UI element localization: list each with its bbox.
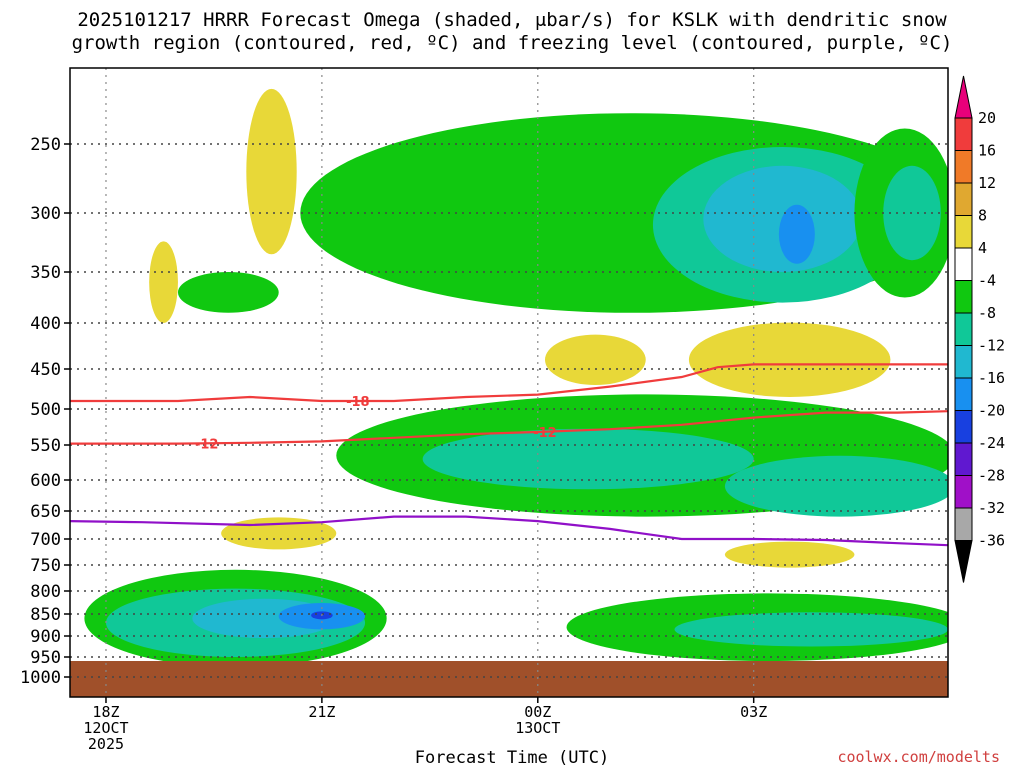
omega-region-9 xyxy=(724,455,948,517)
omega-region-16 xyxy=(177,272,279,313)
colorbar-swatch-4 xyxy=(954,215,973,249)
y-tick-label-400: 400 xyxy=(30,314,61,334)
source-credit: coolwx.com/modelts xyxy=(837,748,1000,766)
y-tick-label-1000: 1000 xyxy=(20,668,61,688)
x-tick-label-9-0: 03Z xyxy=(740,703,767,721)
chart-title-line-1: 2025101217 HRRR Forecast Omega (shaded, … xyxy=(77,9,947,31)
x-axis-label: Forecast Time (UTC) xyxy=(414,748,610,768)
colorbar-swatch-9 xyxy=(954,377,973,411)
colorbar-swatch-6 xyxy=(954,280,973,314)
colorbar-swatch-11 xyxy=(954,442,973,476)
colorbar-label-9: -20 xyxy=(978,402,1005,420)
omega-region-18 xyxy=(149,241,178,323)
colorbar-swatch-5 xyxy=(954,247,973,281)
colorbar-label-1: 16 xyxy=(978,142,996,160)
y-tick-label-500: 500 xyxy=(30,400,61,420)
x-tick-label-0-2: 2025 xyxy=(88,735,124,753)
colorbar-top-arrow xyxy=(954,75,973,119)
contour-line-0 xyxy=(70,363,948,403)
omega-region-13 xyxy=(778,204,815,264)
colorbar-bottom-arrow xyxy=(954,540,973,583)
x-tick-label-6-1: 13OCT xyxy=(515,719,560,737)
contour-label-0: -18 xyxy=(346,395,370,410)
colorbar-label-2: 12 xyxy=(978,174,996,192)
x-tick-label-3-0: 21Z xyxy=(308,703,335,721)
colorbar-label-4: 4 xyxy=(978,239,987,257)
x-tick-label-0-1: 12OCT xyxy=(83,719,128,737)
y-tick-label-750: 750 xyxy=(30,556,61,576)
colorbar-swatch-3 xyxy=(954,182,973,216)
y-tick-label-350: 350 xyxy=(30,263,61,283)
omega-region-6 xyxy=(674,612,948,647)
colorbar-label-3: 8 xyxy=(978,207,987,225)
y-tick-label-650: 650 xyxy=(30,502,61,522)
plot-frame xyxy=(69,67,949,698)
colorbar-label-11: -28 xyxy=(978,467,1005,485)
x-tick-label-6-0: 00Z xyxy=(524,703,551,721)
surface-ground xyxy=(70,661,948,697)
plot-layer: -18 -12 -12 xyxy=(70,68,948,697)
omega-region-20 xyxy=(724,541,855,568)
colorbar-label-0: 20 xyxy=(978,109,996,127)
y-tick-label-550: 550 xyxy=(30,436,61,456)
y-tick-label-450: 450 xyxy=(30,360,61,380)
colorbar-label-13: -36 xyxy=(978,532,1005,550)
y-tick-label-600: 600 xyxy=(30,471,61,491)
y-tick-label-800: 800 xyxy=(30,582,61,602)
y-tick-label-950: 950 xyxy=(30,648,61,668)
colorbar-swatch-1 xyxy=(954,117,973,151)
y-tick-label-300: 300 xyxy=(30,204,61,224)
omega-region-15 xyxy=(883,165,941,261)
omega-region-22 xyxy=(544,334,646,385)
colorbar-swatch-10 xyxy=(954,410,973,444)
y-tick-label-700: 700 xyxy=(30,530,61,550)
contour-label-1: -12 xyxy=(195,437,219,452)
colorbar-swatch-2 xyxy=(954,150,973,184)
omega-region-21 xyxy=(688,322,891,397)
contour-line-2 xyxy=(70,515,948,547)
contour-line-1 xyxy=(70,410,948,445)
y-tick-label-250: 250 xyxy=(30,135,61,155)
y-tick-label-900: 900 xyxy=(30,627,61,647)
colorbar-label-12: -32 xyxy=(978,499,1005,517)
colorbar-swatch-13 xyxy=(954,507,973,541)
colorbar-swatch-8 xyxy=(954,345,973,379)
chart-title-line-2: growth region (contoured, red, ºC) and f… xyxy=(71,32,953,54)
colorbar-label-7: -12 xyxy=(978,337,1005,355)
x-tick-label-0-0: 18Z xyxy=(92,703,119,721)
colorbar-swatch-7 xyxy=(954,312,973,346)
colorbar-label-6: -8 xyxy=(978,304,996,322)
colorbar-swatch-12 xyxy=(954,475,973,509)
omega-region-17 xyxy=(246,88,297,255)
colorbar-label-10: -24 xyxy=(978,434,1005,452)
colorbar-label-5: -4 xyxy=(978,272,996,290)
y-tick-label-850: 850 xyxy=(30,605,61,625)
colorbar-label-8: -16 xyxy=(978,369,1005,387)
omega-region-8 xyxy=(422,428,754,490)
contour-label-2: -12 xyxy=(533,426,557,441)
